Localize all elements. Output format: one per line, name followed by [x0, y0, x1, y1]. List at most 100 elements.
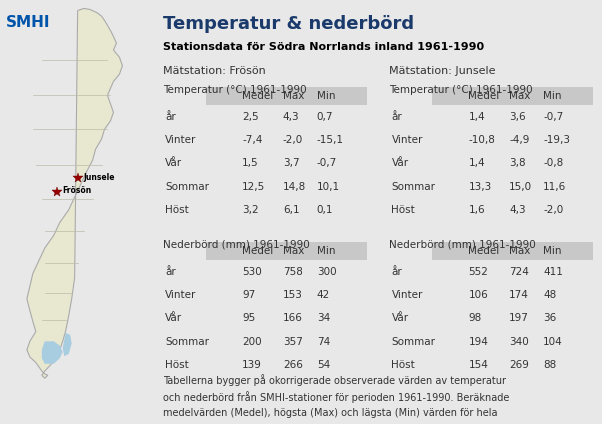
Text: 14,8: 14,8 [283, 182, 306, 192]
Text: 106: 106 [468, 290, 488, 300]
Text: Höst: Höst [391, 360, 415, 370]
Text: Sommar: Sommar [165, 182, 209, 192]
Text: 88: 88 [543, 360, 556, 370]
Text: Min: Min [543, 91, 562, 101]
Text: -10,8: -10,8 [468, 135, 495, 145]
Text: 200: 200 [242, 337, 262, 346]
Text: 4,3: 4,3 [283, 112, 299, 122]
Text: 552: 552 [468, 267, 488, 276]
Text: 12,5: 12,5 [242, 182, 265, 192]
Text: 0,1: 0,1 [317, 205, 334, 215]
Text: Max: Max [283, 91, 304, 101]
Text: Sommar: Sommar [391, 337, 435, 346]
Text: 0,7: 0,7 [317, 112, 334, 122]
Text: Frösön: Frösön [63, 186, 92, 195]
Text: 104: 104 [543, 337, 563, 346]
Text: år: år [165, 112, 176, 122]
Text: -19,3: -19,3 [543, 135, 570, 145]
Text: Höst: Höst [165, 205, 189, 215]
Text: år: år [391, 112, 402, 122]
Polygon shape [42, 341, 63, 364]
Text: 3,6: 3,6 [509, 112, 526, 122]
Text: 154: 154 [468, 360, 488, 370]
Text: 74: 74 [317, 337, 330, 346]
FancyBboxPatch shape [432, 242, 593, 260]
Text: 3,7: 3,7 [283, 159, 299, 168]
Text: Min: Min [543, 246, 562, 256]
Text: -7,4: -7,4 [242, 135, 262, 145]
Text: Nederbörd (mm) 1961-1990: Nederbörd (mm) 1961-1990 [163, 240, 309, 250]
Text: 36: 36 [543, 313, 556, 323]
Text: 10,1: 10,1 [317, 182, 340, 192]
Text: Mätstation: Frösön: Mätstation: Frösön [163, 66, 265, 76]
Text: 3,8: 3,8 [509, 159, 526, 168]
FancyBboxPatch shape [206, 87, 367, 105]
Text: 139: 139 [242, 360, 262, 370]
Text: Temperatur (°C) 1961-1990: Temperatur (°C) 1961-1990 [389, 85, 533, 95]
Text: 3,2: 3,2 [242, 205, 259, 215]
Text: Vår: Vår [391, 313, 409, 323]
Text: Temperatur (°C) 1961-1990: Temperatur (°C) 1961-1990 [163, 85, 306, 95]
Text: 530: 530 [242, 267, 262, 276]
Text: 98: 98 [468, 313, 482, 323]
Text: -0,8: -0,8 [543, 159, 563, 168]
Text: 11,6: 11,6 [543, 182, 566, 192]
Text: Temperatur & nederbörd: Temperatur & nederbörd [163, 15, 414, 33]
Text: 300: 300 [317, 267, 337, 276]
Text: 34: 34 [317, 313, 330, 323]
Text: 357: 357 [283, 337, 303, 346]
Text: 197: 197 [509, 313, 529, 323]
Text: år: år [391, 267, 402, 276]
Text: Vinter: Vinter [165, 135, 196, 145]
Text: 48: 48 [543, 290, 556, 300]
Text: -0,7: -0,7 [543, 112, 563, 122]
FancyBboxPatch shape [432, 87, 593, 105]
Text: 758: 758 [283, 267, 303, 276]
Text: 153: 153 [283, 290, 303, 300]
Text: 6,1: 6,1 [283, 205, 299, 215]
Text: och nederbörd från SMHI-stationer för perioden 1961-1990. Beräknade: och nederbörd från SMHI-stationer för pe… [163, 391, 509, 403]
Text: Min: Min [317, 91, 335, 101]
Text: 1,6: 1,6 [468, 205, 485, 215]
Text: Medel: Medel [468, 91, 500, 101]
Text: -4,9: -4,9 [509, 135, 530, 145]
Text: Mätstation: Junsele: Mätstation: Junsele [389, 66, 495, 76]
Text: 97: 97 [242, 290, 255, 300]
Text: SMHI: SMHI [6, 15, 51, 30]
Text: 13,3: 13,3 [468, 182, 492, 192]
Text: 15,0: 15,0 [509, 182, 532, 192]
Text: Medel: Medel [242, 91, 273, 101]
Polygon shape [63, 333, 72, 356]
Text: 724: 724 [509, 267, 529, 276]
Text: Vinter: Vinter [165, 290, 196, 300]
Text: 2,5: 2,5 [242, 112, 259, 122]
Text: Max: Max [283, 246, 304, 256]
Text: 411: 411 [543, 267, 563, 276]
Text: Höst: Höst [391, 205, 415, 215]
Text: 42: 42 [317, 290, 330, 300]
Text: Min: Min [317, 246, 335, 256]
Text: Vår: Vår [391, 159, 409, 168]
Text: Max: Max [509, 246, 530, 256]
Text: medelvärden (Medel), högsta (Max) och lägsta (Min) värden för hela: medelvärden (Medel), högsta (Max) och lä… [163, 408, 497, 418]
Text: Vår: Vår [165, 313, 182, 323]
Text: Sommar: Sommar [391, 182, 435, 192]
Text: Stationsdata för Södra Norrlands inland 1961-1990: Stationsdata för Södra Norrlands inland … [163, 42, 484, 53]
Text: 95: 95 [242, 313, 255, 323]
Text: Vinter: Vinter [391, 290, 423, 300]
Text: -0,7: -0,7 [317, 159, 337, 168]
Polygon shape [27, 8, 122, 378]
Text: -15,1: -15,1 [317, 135, 344, 145]
Text: Sommar: Sommar [165, 337, 209, 346]
Text: Vinter: Vinter [391, 135, 423, 145]
Text: 340: 340 [509, 337, 529, 346]
Text: 166: 166 [283, 313, 303, 323]
Text: 266: 266 [283, 360, 303, 370]
Text: 174: 174 [509, 290, 529, 300]
Text: 1,4: 1,4 [468, 159, 485, 168]
Text: Nederbörd (mm) 1961-1990: Nederbörd (mm) 1961-1990 [389, 240, 536, 250]
Text: Medel: Medel [242, 246, 273, 256]
Text: Tabellerna bygger på okorrigerade observerade värden av temperatur: Tabellerna bygger på okorrigerade observ… [163, 374, 506, 386]
Text: Medel: Medel [468, 246, 500, 256]
Text: 54: 54 [317, 360, 330, 370]
